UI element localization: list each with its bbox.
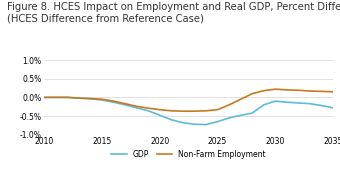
Non-Farm Employment [273,88,277,90]
GDP [250,112,254,114]
GDP [112,101,116,103]
GDP [320,104,324,107]
Non-Farm Employment [239,98,243,100]
GDP [204,124,208,126]
GDP [181,122,185,124]
GDP [146,110,150,112]
GDP [100,99,104,101]
GDP [158,114,162,116]
GDP [65,96,69,98]
GDP [192,123,197,125]
Non-Farm Employment [216,109,220,111]
Non-Farm Employment [77,97,81,99]
Non-Farm Employment [320,90,324,92]
Non-Farm Employment [158,109,162,111]
GDP [273,100,277,102]
Non-Farm Employment [296,89,301,91]
Non-Farm Employment [135,105,139,107]
Line: GDP: GDP [44,97,333,125]
GDP [135,107,139,109]
GDP [88,98,92,100]
Non-Farm Employment [54,96,58,98]
Non-Farm Employment [227,104,231,106]
Non-Farm Employment [331,91,335,93]
Non-Farm Employment [192,110,197,112]
GDP [169,119,173,121]
Non-Farm Employment [100,98,104,100]
Legend: GDP, Non-Farm Employment: GDP, Non-Farm Employment [108,147,269,162]
GDP [123,104,127,106]
Non-Farm Employment [204,110,208,112]
GDP [239,114,243,116]
GDP [77,97,81,99]
GDP [331,107,335,109]
GDP [42,96,46,98]
GDP [296,102,301,104]
GDP [308,103,312,105]
Non-Farm Employment [42,96,46,98]
GDP [262,104,266,106]
Text: Figure 8. HCES Impact on Employment and Real GDP, Percent Difference
(HCES Diffe: Figure 8. HCES Impact on Employment and … [7,2,340,23]
Line: Non-Farm Employment: Non-Farm Employment [44,89,333,111]
Non-Farm Employment [88,97,92,100]
GDP [54,96,58,98]
GDP [285,101,289,103]
Non-Farm Employment [169,110,173,112]
Non-Farm Employment [308,90,312,92]
Non-Farm Employment [250,92,254,95]
Non-Farm Employment [181,110,185,112]
Non-Farm Employment [146,107,150,109]
Non-Farm Employment [285,89,289,91]
GDP [216,120,220,123]
Non-Farm Employment [262,90,266,92]
Non-Farm Employment [112,100,116,102]
Non-Farm Employment [65,96,69,98]
Non-Farm Employment [123,103,127,105]
GDP [227,117,231,119]
